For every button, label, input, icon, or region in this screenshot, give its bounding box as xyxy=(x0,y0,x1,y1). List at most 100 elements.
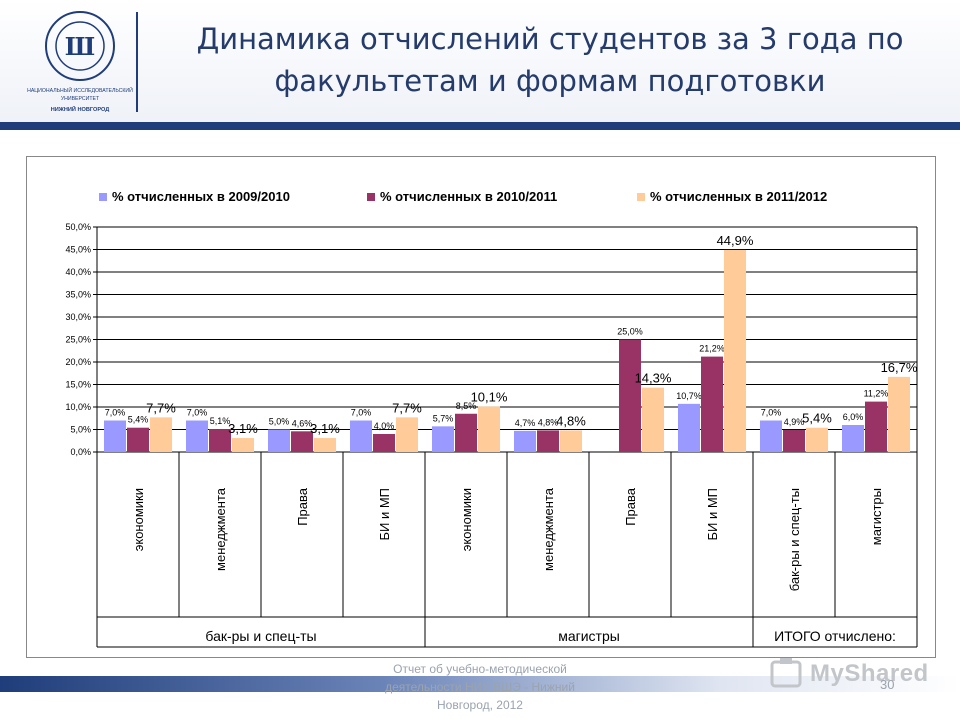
data-label: 4,8% xyxy=(538,417,559,427)
category-label: менеджмента xyxy=(541,487,556,571)
category-label: БИ и МП xyxy=(705,488,720,541)
category-label: Права xyxy=(623,487,638,526)
data-label: 10,7% xyxy=(676,391,702,401)
bar xyxy=(842,425,864,452)
bar xyxy=(560,430,582,452)
slide-number: 30 xyxy=(880,677,895,692)
footer-text: Отчет об учебно-методической деятельност… xyxy=(385,662,575,712)
bar xyxy=(678,403,700,452)
data-label: 7,0% xyxy=(105,408,126,418)
data-label: 14,3% xyxy=(635,371,672,386)
y-tick-label: 0,0% xyxy=(70,447,91,457)
category-label: магистры xyxy=(869,488,884,545)
bar xyxy=(455,413,477,452)
bar xyxy=(514,430,536,452)
data-label: 4,9% xyxy=(784,417,805,427)
data-label: 21,2% xyxy=(699,344,725,354)
header-bar xyxy=(0,122,960,130)
bar xyxy=(478,406,500,452)
data-label: 11,2% xyxy=(864,389,889,399)
data-label: 5,1% xyxy=(210,416,231,426)
data-label: 6,0% xyxy=(843,412,864,422)
group-label: ИТОГО отчислено: xyxy=(774,628,896,644)
data-label: 4,8% xyxy=(556,413,586,428)
data-label: 8,5% xyxy=(456,401,477,411)
y-tick-label: 20,0% xyxy=(65,357,91,367)
bar xyxy=(537,430,559,452)
category-label: БИ и МП xyxy=(377,488,392,541)
y-tick-label: 5,0% xyxy=(70,425,91,435)
bar xyxy=(232,438,254,452)
legend-label: % отчисленных в 2011/2012 xyxy=(650,189,827,204)
bar xyxy=(760,420,782,452)
data-label: 5,7% xyxy=(433,413,454,423)
bar xyxy=(701,356,723,452)
y-tick-label: 25,0% xyxy=(65,335,91,345)
y-tick-label: 50,0% xyxy=(65,222,91,232)
footer-band xyxy=(0,676,960,692)
bar xyxy=(150,417,172,452)
bar xyxy=(396,417,418,452)
bar xyxy=(888,376,910,452)
y-tick-label: 40,0% xyxy=(65,267,91,277)
data-label: 7,0% xyxy=(351,408,372,418)
data-label: 5,4% xyxy=(128,415,149,425)
data-label: 5,4% xyxy=(802,411,832,426)
data-label: 7,7% xyxy=(146,400,176,415)
bar xyxy=(806,427,828,452)
hse-logo: Ш НАЦИОНАЛЬНЫЙ ИССЛЕДОВАТЕЛЬСКИЙ УНИВЕРС… xyxy=(27,11,133,113)
y-tick-label: 35,0% xyxy=(65,290,91,300)
data-label: 3,1% xyxy=(310,421,340,436)
bar xyxy=(432,426,454,452)
data-label: 7,0% xyxy=(187,408,208,418)
bar xyxy=(724,249,746,452)
group-label: бак-ры и спец-ты xyxy=(205,628,316,644)
data-label: 3,1% xyxy=(228,421,258,436)
category-label: менеджмента xyxy=(213,487,228,571)
category-label: экономики xyxy=(131,488,146,551)
data-label: 5,0% xyxy=(269,417,290,427)
slide-title: Динамика отчислений студентов за 3 года … xyxy=(196,22,904,98)
data-label: 4,6% xyxy=(292,418,313,428)
legend-swatch xyxy=(367,193,375,201)
bar xyxy=(619,339,641,452)
legend-label: % отчисленных в 2009/2010 xyxy=(112,189,290,204)
data-label: 7,7% xyxy=(392,400,422,415)
logo-caption-1: НАЦИОНАЛЬНЫЙ ИССЛЕДОВАТЕЛЬСКИЙ xyxy=(27,86,133,94)
bar xyxy=(291,431,313,452)
category-label: бак-ры и спец-ты xyxy=(787,488,802,591)
data-label: 10,1% xyxy=(471,390,508,405)
watermark-icon xyxy=(770,658,802,688)
bar xyxy=(104,420,126,452)
bar xyxy=(209,429,231,452)
data-label: 4,0% xyxy=(374,421,395,431)
group-label: магистры xyxy=(558,628,620,644)
legend-swatch xyxy=(637,193,645,201)
watermark-text: MyShared xyxy=(810,660,929,687)
y-tick-label: 10,0% xyxy=(65,402,91,412)
data-label: 44,9% xyxy=(717,233,754,248)
category-label: экономики xyxy=(459,488,474,551)
bar-chart: % отчисленных в 2009/2010 % отчисленных в… xyxy=(65,189,918,648)
slide-header xyxy=(0,0,960,128)
bar xyxy=(268,429,290,452)
bar xyxy=(642,387,664,452)
data-label: 16,7% xyxy=(881,360,918,375)
legend-label: % отчисленных в 2010/2011 xyxy=(380,189,557,204)
bar xyxy=(865,401,887,452)
bar xyxy=(127,427,149,452)
data-label: 4,7% xyxy=(515,418,536,428)
bar xyxy=(783,429,805,452)
logo-divider xyxy=(136,12,138,112)
legend-swatch xyxy=(99,193,107,201)
bar xyxy=(350,420,372,452)
data-label: 25,0% xyxy=(617,327,643,337)
category-label: Права xyxy=(295,487,310,526)
bar xyxy=(373,434,395,452)
y-tick-label: 45,0% xyxy=(65,245,91,255)
y-tick-label: 15,0% xyxy=(65,380,91,390)
y-tick-label: 30,0% xyxy=(65,312,91,322)
data-label: 7,0% xyxy=(761,408,782,418)
bar xyxy=(314,438,336,452)
logo-caption-2: УНИВЕРСИТЕТ xyxy=(61,96,100,102)
